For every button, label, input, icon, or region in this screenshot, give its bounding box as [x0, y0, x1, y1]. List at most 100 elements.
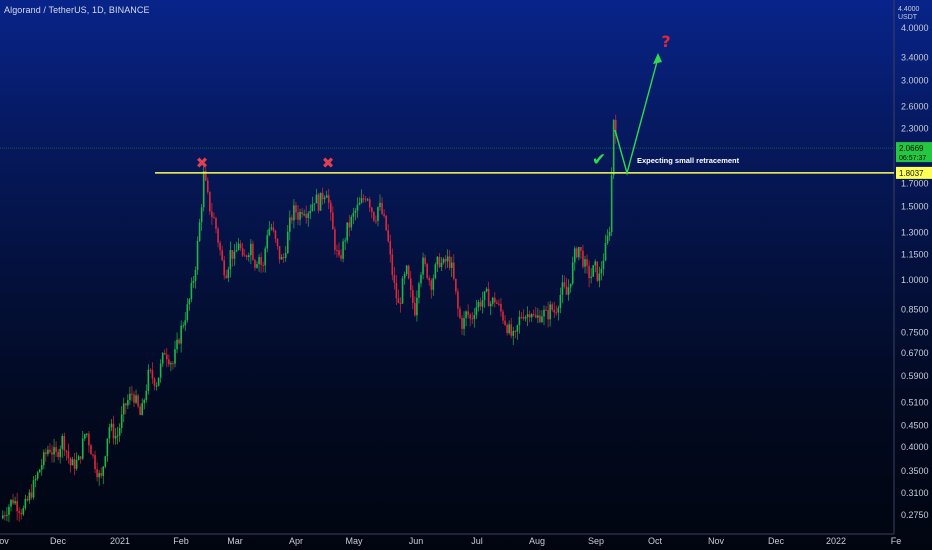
candle-body [84, 434, 86, 439]
y-tick-label: 0.7500 [901, 327, 929, 337]
candle-body [20, 512, 23, 515]
candle-body [293, 205, 295, 221]
candle-body [30, 492, 33, 498]
candle-body [524, 317, 527, 319]
candle-body [43, 452, 45, 466]
candle-body [553, 309, 556, 313]
candle-body [262, 264, 264, 266]
candle-body [582, 250, 584, 267]
candle-body [362, 198, 365, 200]
candle-body [350, 216, 353, 228]
candle-body [297, 212, 299, 220]
y-tick-label: 1.7000 [901, 179, 929, 189]
candle-body [330, 202, 332, 213]
candle-body [8, 506, 10, 515]
candle-body [412, 290, 414, 303]
y-tick-label: 0.3100 [901, 488, 929, 498]
candle-body [104, 456, 107, 467]
candle-body [332, 212, 334, 230]
candle-body [98, 473, 100, 478]
candle-body [424, 257, 426, 264]
candle-body [401, 278, 404, 304]
candle-body [2, 515, 4, 519]
candle-body [405, 265, 408, 275]
candle-body [356, 204, 359, 211]
candle-body [184, 320, 187, 326]
candle-body [170, 363, 172, 365]
candle-body [557, 307, 560, 313]
candle-body [268, 228, 271, 236]
candle-body [299, 211, 301, 220]
candle-body [143, 399, 146, 404]
candle-body [71, 459, 74, 466]
candle-body [280, 257, 283, 260]
candle-body [395, 282, 398, 299]
x-tick-label: Sep [588, 536, 604, 546]
candle-body [223, 260, 225, 276]
candle-body [88, 433, 90, 446]
x-tick-label: 2021 [110, 536, 130, 546]
candle-body [174, 349, 176, 364]
candle-body [319, 192, 322, 211]
candle-body [303, 214, 305, 216]
candle-body [580, 247, 582, 251]
candle-body [383, 214, 385, 216]
candle-body [420, 274, 422, 284]
candle-body [252, 243, 254, 260]
candle-body [602, 260, 605, 269]
candle-body [264, 248, 266, 266]
candle-body [53, 447, 55, 455]
candle-body [416, 297, 418, 316]
y-tick-label: 0.6700 [901, 348, 929, 358]
candle-body [6, 514, 8, 516]
candle-body [473, 315, 476, 320]
candle-body [506, 324, 508, 334]
candle-body [604, 243, 607, 261]
candle-body [16, 501, 18, 512]
candle-body [491, 297, 494, 304]
candle-body [375, 220, 377, 222]
candle-body [133, 394, 135, 403]
candle-body [364, 199, 367, 201]
candle-body [477, 302, 480, 308]
candle-body [112, 423, 115, 439]
candle-body [596, 261, 599, 281]
y-tick-label: 3.0000 [901, 75, 929, 85]
candle-body [522, 317, 525, 319]
candle-body [510, 324, 512, 336]
candle-body [381, 202, 383, 215]
candle-body [213, 217, 215, 219]
candle-body [414, 302, 416, 316]
candle-body [338, 250, 340, 256]
candle-body [227, 269, 230, 278]
candle-body [198, 222, 201, 242]
y-tick-label: 0.4500 [901, 420, 929, 430]
chart-title: Algorand / TetherUS, 1D, BINANCE [4, 5, 150, 15]
candle-body [563, 282, 566, 287]
candle-body [371, 207, 373, 212]
candle-body [450, 262, 453, 268]
candle-body [26, 498, 29, 501]
candle-body [434, 264, 437, 279]
candle-body [272, 227, 275, 231]
candle-body [514, 331, 517, 333]
candle-body [366, 199, 369, 201]
candle-body [151, 370, 154, 379]
candle-body [256, 264, 258, 268]
candle-body [537, 315, 539, 318]
candle-body [567, 287, 570, 295]
candle-body [313, 203, 316, 205]
candle-body [260, 257, 262, 265]
candle-body [399, 303, 402, 305]
candle-body [498, 303, 500, 305]
candle-body [457, 291, 459, 309]
candle-body [545, 309, 547, 311]
candle-body [479, 302, 482, 307]
candle-body [196, 241, 199, 271]
candle-body [73, 459, 76, 469]
candle-body [409, 278, 412, 291]
y-tick-label: 0.8500 [901, 305, 929, 315]
candle-body [49, 449, 51, 453]
candle-body [4, 515, 6, 517]
